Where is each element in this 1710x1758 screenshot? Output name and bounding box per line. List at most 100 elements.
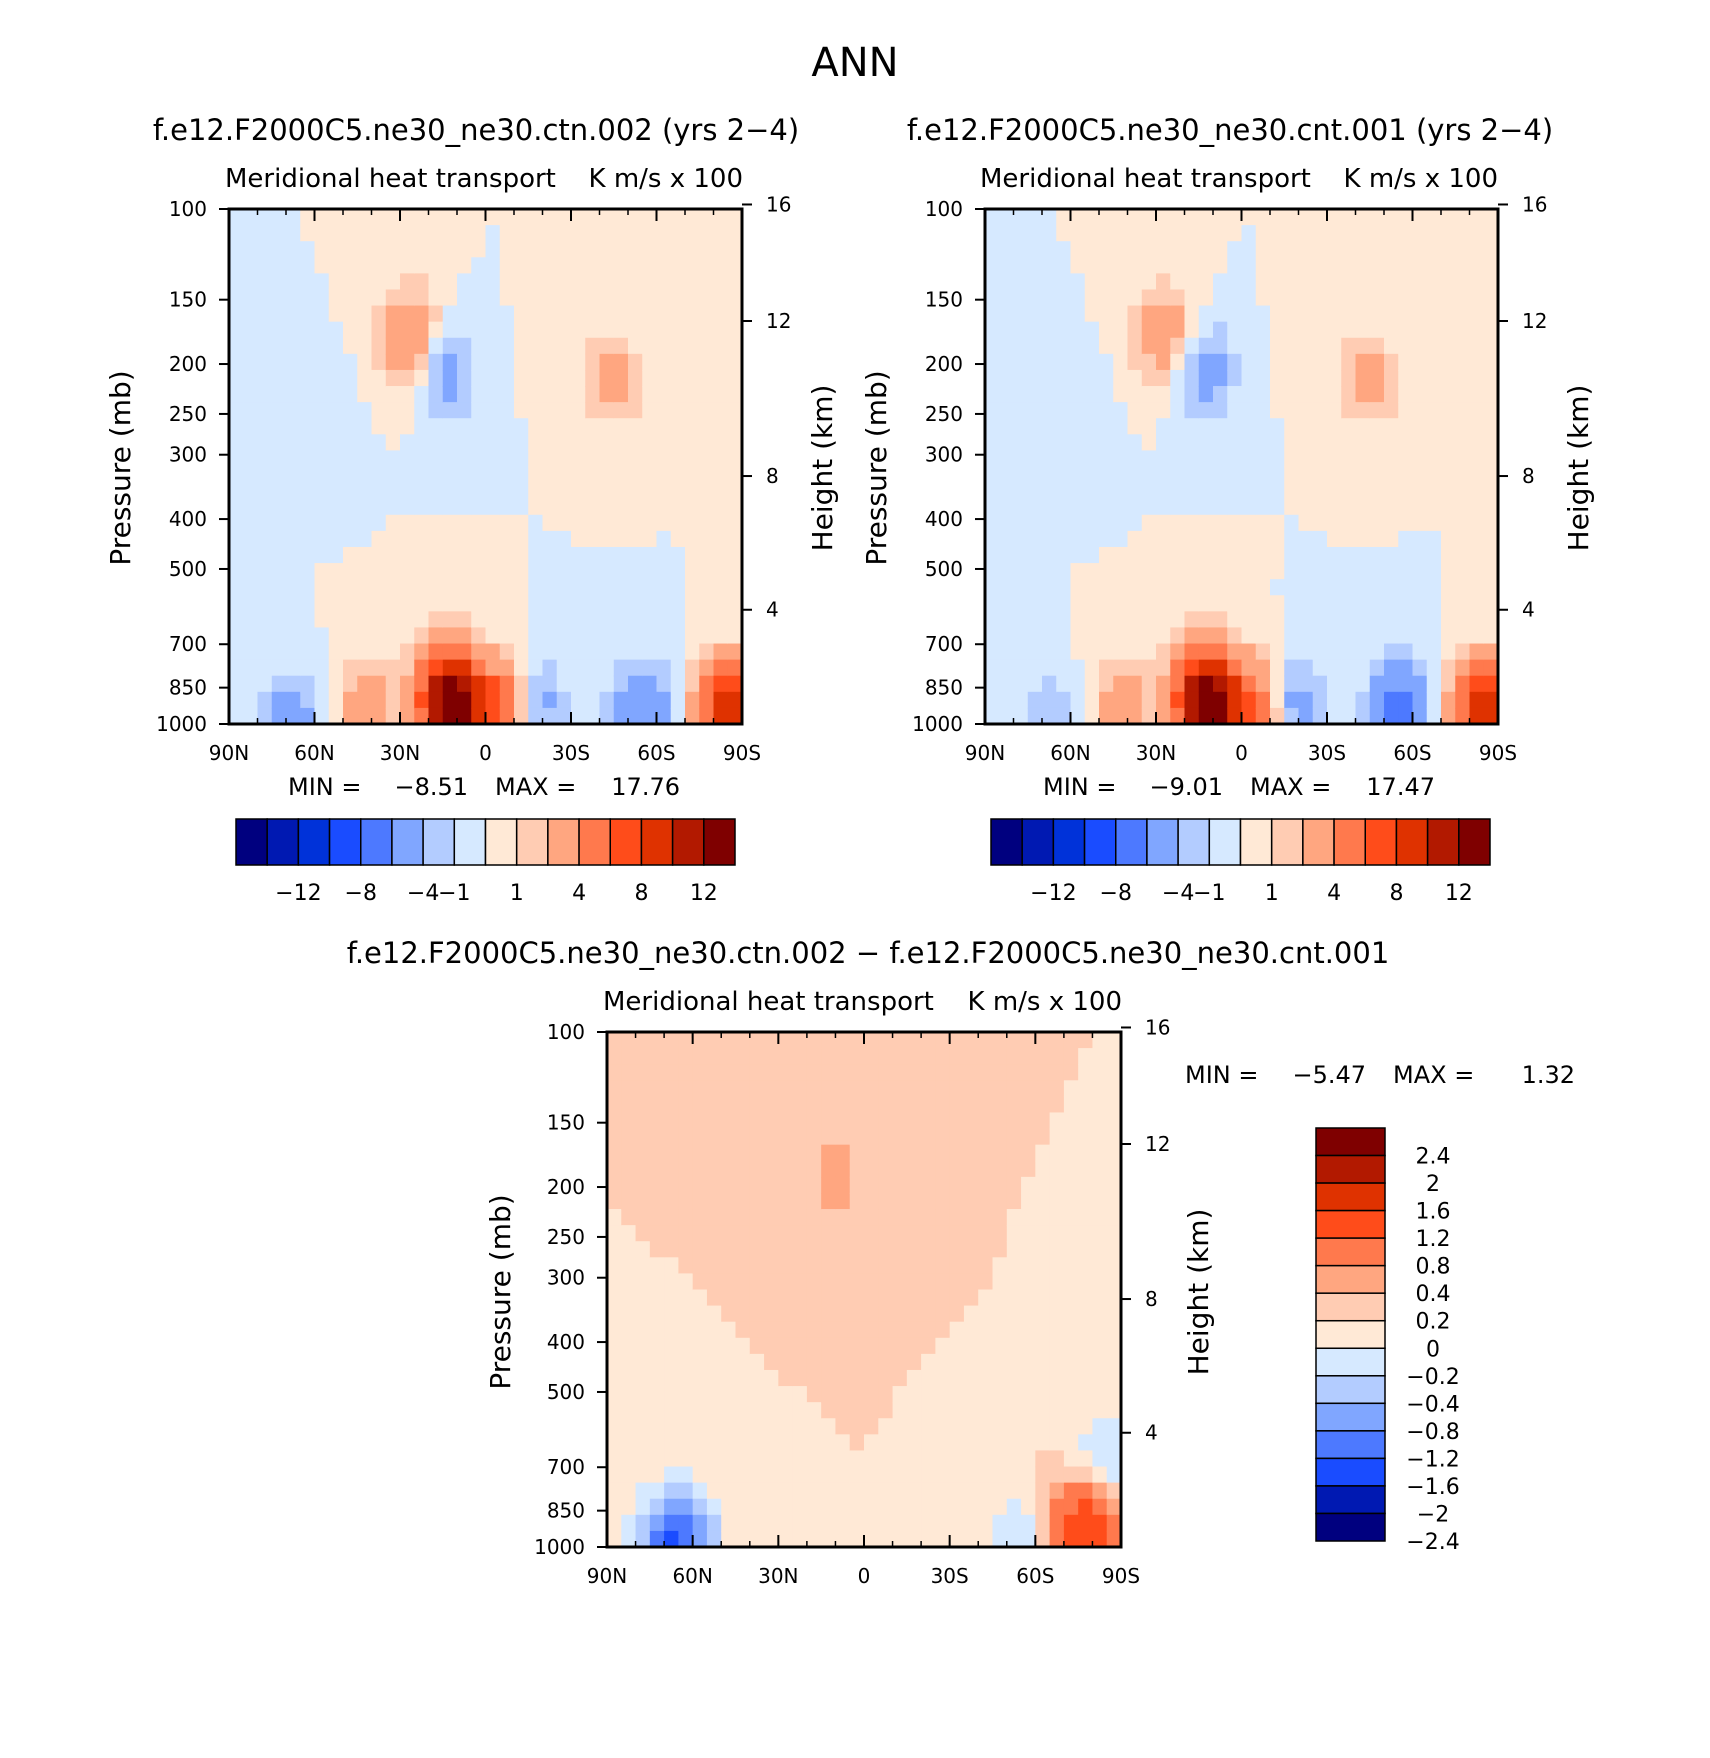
heatmap-cell: [706, 1402, 722, 1419]
heatmap-cell: [286, 563, 301, 580]
heatmap-cell: [1184, 225, 1200, 242]
heatmap-cell: [257, 611, 273, 629]
heatmap-cell: [1327, 450, 1342, 468]
heatmap-cell: [649, 1225, 665, 1242]
heatmap-cell: [1013, 579, 1029, 596]
colorbar-label: 4: [1327, 881, 1341, 906]
heatmap-cell: [1483, 675, 1499, 693]
heatmap-cell: [635, 1337, 651, 1355]
heatmap-cell: [992, 1434, 1008, 1452]
heatmap-cell: [635, 1048, 651, 1065]
heatmap-cell: [1284, 209, 1300, 226]
y-tick-label: 100: [925, 197, 963, 221]
heatmap-cell: [685, 563, 700, 580]
heatmap-cell: [806, 1434, 822, 1452]
heatmap-cell: [1227, 707, 1243, 725]
heatmap-cell: [528, 627, 544, 645]
heatmap-cell: [1021, 1514, 1036, 1532]
heatmap-cell: [314, 434, 330, 451]
heatmap-cell: [243, 466, 259, 484]
heatmap-cell: [678, 1337, 694, 1355]
heatmap-cell: [1013, 353, 1029, 371]
heatmap-cell: [1006, 1128, 1022, 1146]
heatmap-cell: [1312, 418, 1328, 435]
heatmap-cell: [1227, 579, 1243, 596]
heatmap-cell: [471, 659, 487, 677]
heatmap-cell: [1013, 659, 1029, 677]
heatmap-cell: [699, 353, 715, 371]
heatmap-cell: [1426, 257, 1442, 274]
heatmap-cell: [649, 1353, 665, 1371]
heatmap-cell: [428, 675, 444, 693]
heatmap-cell: [1013, 418, 1029, 435]
heatmap-cell: [556, 386, 572, 403]
heatmap-cell: [806, 1530, 822, 1548]
heatmap-cell: [1369, 659, 1385, 677]
heatmap-cell: [864, 1225, 879, 1242]
heatmap-cell: [670, 595, 686, 612]
heatmap-cell: [1455, 386, 1471, 403]
heatmap-cell: [764, 1080, 779, 1097]
heatmap-cell: [849, 1048, 865, 1065]
heatmap-cell: [556, 402, 572, 419]
heatmap-cell: [1021, 1176, 1036, 1194]
heatmap-cell: [949, 1386, 965, 1403]
heatmap-cell: [1063, 1064, 1079, 1081]
heatmap-cell: [1078, 1450, 1094, 1468]
heatmap-cell: [642, 305, 658, 323]
heatmap-cell: [328, 257, 344, 274]
heatmap-cell: [514, 450, 529, 468]
heatmap-cell: [1113, 225, 1129, 242]
heatmap-cell: [1483, 450, 1499, 468]
heatmap-cell: [1241, 643, 1257, 661]
heatmap-cell: [414, 386, 430, 403]
heatmap-cell: [1270, 225, 1285, 242]
heatmap-cell: [1170, 498, 1186, 516]
heatmap-cell: [963, 1434, 979, 1452]
heatmap-cell: [571, 386, 586, 403]
heatmap-cell: [1213, 530, 1228, 548]
heatmap-cell: [1298, 546, 1314, 564]
heatmap-cell: [1227, 563, 1243, 580]
heatmap-cell: [414, 209, 430, 226]
heatmap-cell: [613, 273, 629, 291]
heatmap-cell: [1013, 337, 1029, 355]
heatmap-cell: [656, 369, 672, 387]
heatmap-cell: [556, 675, 572, 693]
heatmap-cell: [385, 257, 401, 274]
heatmap-cell: [1341, 273, 1357, 291]
heatmap-cell: [678, 1257, 694, 1274]
heatmap-cell: [935, 1289, 951, 1307]
heatmap-cell: [985, 627, 1000, 645]
heatmap-cell: [713, 659, 729, 677]
heatmap-cell: [1070, 530, 1086, 548]
panel-a-title: f.e12.F2000C5.ne30_ne30.ctn.002 (yrs 2−4…: [153, 113, 799, 147]
heatmap-cell: [656, 273, 672, 291]
heatmap-cell: [1241, 563, 1257, 580]
heatmap-cell: [1241, 418, 1257, 435]
heatmap-cell: [692, 1209, 708, 1226]
heatmap-cell: [864, 1450, 879, 1468]
heatmap-cell: [721, 1257, 737, 1274]
heatmap-cell: [442, 369, 458, 387]
heatmap-cell: [1241, 273, 1257, 291]
heatmap-cell: [721, 1225, 737, 1242]
heatmap-cell: [485, 289, 501, 307]
heatmap-cell: [243, 514, 259, 532]
heatmap-cell: [778, 1369, 794, 1387]
heatmap-cell: [457, 546, 472, 564]
heatmap-cell: [621, 1321, 637, 1339]
heatmap-cell: [257, 691, 273, 709]
heatmap-cell: [442, 225, 458, 242]
heatmap-cell: [499, 450, 515, 468]
colorbar-swatch: [1146, 818, 1179, 866]
heatmap-cell: [1092, 1450, 1108, 1468]
heatmap-cell: [1298, 707, 1314, 725]
heatmap-cell: [1241, 321, 1257, 339]
heatmap-cell: [585, 289, 601, 307]
heatmap-cell: [1341, 563, 1357, 580]
heatmap-cell: [792, 1450, 808, 1468]
heatmap-cell: [1156, 643, 1171, 661]
heatmap-cell: [678, 1321, 694, 1339]
heatmap-cell: [1483, 273, 1499, 291]
